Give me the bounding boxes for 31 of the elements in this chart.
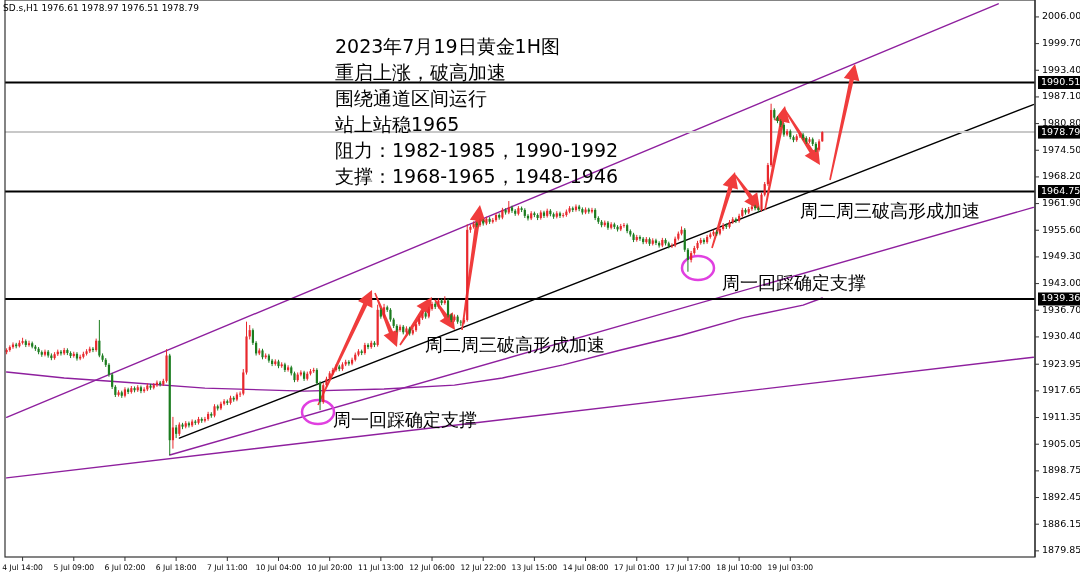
annotation: 站上站稳1965 bbox=[335, 112, 460, 135]
y-tick-label: 1892.45 bbox=[1042, 491, 1080, 503]
y-tick-label: 1961.90 bbox=[1042, 197, 1080, 209]
chart-subtitle: SD.s,H1 1976.61 1978.97 1976.51 1978.79 bbox=[3, 2, 200, 13]
annotation: 阻力：1982-1985，1990-1992 bbox=[335, 138, 619, 161]
ref-line-label: 1939.36 bbox=[1041, 292, 1080, 304]
y-tick-label: 1943.00 bbox=[1042, 277, 1080, 289]
y-tick-label: 1987.10 bbox=[1042, 90, 1080, 102]
y-tick-label: 1879.85 bbox=[1042, 544, 1080, 556]
y-tick-label: 1898.75 bbox=[1042, 464, 1080, 476]
y-tick-label: 1968.20 bbox=[1042, 170, 1080, 182]
text: 2023年7月19日黄金1H图 bbox=[335, 34, 560, 57]
y-tick-label: 1886.15 bbox=[1042, 517, 1080, 529]
y-tick-label: 1905.05 bbox=[1042, 437, 1080, 449]
y-tick-label: 1917.65 bbox=[1042, 384, 1080, 396]
y-tick-label: 1999.70 bbox=[1042, 37, 1080, 49]
y-tick-label: 1974.50 bbox=[1042, 143, 1080, 155]
y-tick-label: 1993.40 bbox=[1042, 63, 1080, 75]
annotation: 周二周三破高形成加速 bbox=[800, 200, 980, 221]
y-tick-label: 1923.95 bbox=[1042, 357, 1080, 369]
annotation: 围绕通道区间运行 bbox=[335, 86, 487, 109]
y-tick-label: 2006.00 bbox=[1042, 10, 1080, 22]
ref-line-label: 1964.75 bbox=[1041, 185, 1080, 197]
ref-line-label: 1978.79 bbox=[1041, 125, 1080, 137]
y-tick-label: 1936.70 bbox=[1042, 303, 1080, 315]
y-tick-label: 1930.40 bbox=[1042, 330, 1080, 342]
y-tick-label: 1911.35 bbox=[1042, 411, 1080, 423]
ref-line-label: 1990.51 bbox=[1041, 75, 1080, 87]
annotation: 重启上涨，破高加速 bbox=[335, 60, 506, 83]
y-tick-label: 1949.30 bbox=[1042, 250, 1080, 262]
y-tick-label: 1955.60 bbox=[1042, 223, 1080, 235]
